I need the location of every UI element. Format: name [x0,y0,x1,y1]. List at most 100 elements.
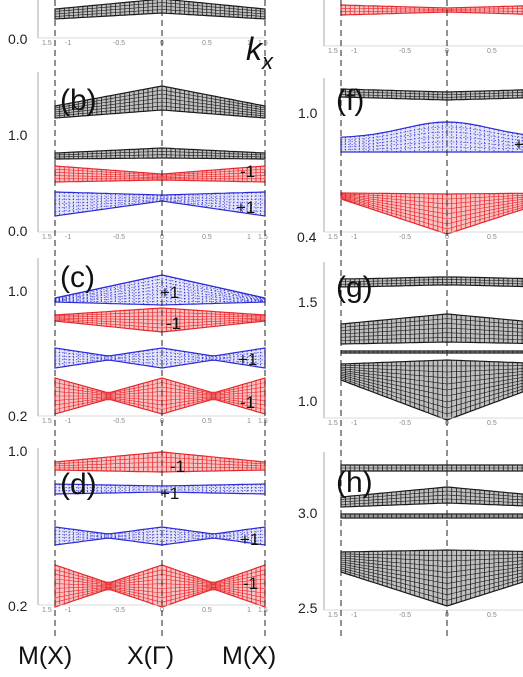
frame-c-mini-tick-1: -1 [65,418,71,425]
frame-d-mini-tick-4: 0.5 [202,607,212,614]
frame-a-mini-tick-0: 1.5 [42,40,52,47]
frame-e-mini-tick-2: -0.5 [399,48,411,55]
band-g-black-line-outline [340,350,523,354]
kpoint-label-left: M(X) [18,642,72,670]
band-c-red-bottom [54,377,266,415]
band-a-black [54,0,266,20]
band-f-blue [340,121,523,153]
frame-g-mini-tick-0: 1.5 [328,420,338,427]
kx-axis-label: kx [246,31,274,74]
frame-f-mini-tick-3: 0 [445,234,449,241]
band-h-black-line [340,513,523,519]
frame-a-mini-tick-5: 1 [247,40,251,47]
frame-b-mini-tick-4: 0.5 [202,234,212,241]
band-b-blue [54,191,266,217]
band-f-black [340,88,523,101]
annotation-c-plus1-top: +1 [160,283,179,302]
frame-b-mini-tick-2: -0.5 [113,234,125,241]
panel-h-label: (h) [336,466,373,499]
band-g-black-bottom-outline [340,359,523,421]
kpoint-label-center: X(Γ) [127,642,174,670]
frame-a: 1.5-1-0.500.511.5 [37,0,268,47]
frame-d-mini-tick-5: 1 [247,607,251,614]
frame-a-mini-tick-2: -0.5 [113,40,125,47]
frame-h-mini-tick-0: 1.5 [328,612,338,619]
frame-f-mini-tick-1: -1 [351,234,357,241]
frame-h-mini-tick-4: 0.5 [487,612,497,619]
band-d-blue-top-grid [54,487,266,491]
guide-lines-layer [54,0,448,640]
panel-d-label: (d) [60,468,97,501]
band-f-blue-outline [340,121,523,153]
frame-h-mini-tick-1: -1 [351,612,357,619]
frame-b: 1.5 -1 -0.5 0 0.5 1 1.5 [37,72,268,241]
ytick-g-bottom: 1.0 [298,393,318,409]
panel-c-label: (c) [60,261,95,294]
band-c-red-top [54,307,266,333]
frame-c-mini-tick-6: 1.5 [258,418,268,425]
frame-c: 1.5-1-0.500.511.5 [37,258,268,425]
kpoint-label-right: M(X) [222,642,276,670]
frame-e-mini-tick-4: 0.5 [487,48,497,55]
band-g-black-mid [340,313,523,345]
panel-g-label: (g) [336,271,373,304]
frame-g-mini-tick-1: -1 [351,420,357,427]
annotation-f-plus: + [514,135,523,154]
band-g-black-top [340,276,523,288]
band-h-black-top [340,464,523,472]
ytick-h-bottom: 2.5 [298,600,318,616]
annotation-c-minus1-bottom: -1 [240,393,255,412]
panel-f-label: (f) [336,84,364,117]
frame-a-mini-tick-1: -1 [65,40,71,47]
frame-f-mini-tick-2: -0.5 [399,234,411,241]
band-c-blue-mid [54,347,266,369]
annotation-d-minus1-top: -1 [170,457,185,476]
band-g-black-line [340,350,523,354]
panel-b-label: (b) [60,84,97,117]
frame-b-mini-tick-1: -1 [65,234,71,241]
frame-g-mini-tick-2: -0.5 [399,420,411,427]
frame-a-mini-tick-6: 1.5 [258,40,268,47]
ytick-g-upper: 1.5 [298,294,318,310]
annotation-c-plus1-bottom: +1 [238,350,257,369]
frame-f-mini-tick-4: 0.5 [487,234,497,241]
frame-d-mini-tick-0: 1.5 [42,607,52,614]
band-g-black-bottom [340,359,523,421]
band-d-red-bottom [54,564,266,608]
band-c-blue-mid-outline [54,347,266,369]
kx-sub: x [261,49,274,74]
band-f-red [340,192,523,235]
ytick-b-upper: 1.0 [8,127,28,143]
band-f-red-outline [340,192,523,235]
band-c-blue-top-grid [54,278,266,302]
band-d-blue-top-hatch [54,484,266,494]
frame-e-mini-tick-0: 1.5 [328,48,338,55]
annotation-d-plus1-bottom: +1 [240,530,259,549]
frame-c-mini-tick-4: 0.5 [202,418,212,425]
band-f-blue-grid [340,126,523,150]
bands-layer [54,0,523,608]
band-d-blue-top [54,483,266,495]
ytick-f-upper: 1.0 [298,105,318,121]
frame-d-mini-tick-1: -1 [65,607,71,614]
frame-c-mini-tick-5: 1 [247,418,251,425]
frame-h-mini-tick-2: -0.5 [399,612,411,619]
frame-b-mini-tick-3: 0 [160,234,164,241]
frame-b-mini-tick-6: 1.5 [258,234,268,241]
annotation-d-plus1-top: +1 [160,484,179,503]
frame-e-mini-tick-1: -1 [351,48,357,55]
band-c-blue-mid-hatch [54,348,266,368]
frame-c-mini-tick-2: -0.5 [113,418,125,425]
annotation-b-plus1: +1 [236,198,255,217]
frame-f: 1.5-1-0.500.511.5 [323,78,523,241]
frame-b-mini-tick-0: 1.5 [42,234,52,241]
frame-d-mini-tick-2: -0.5 [113,607,125,614]
frame-g-mini-tick-4: 0.5 [487,420,497,427]
band-b-red [54,165,266,183]
band-e-red-outline [340,4,523,16]
ytick-d-top: 1.0 [8,443,28,459]
band-d-blue-mid-outline [54,526,266,546]
band-d-blue-mid [54,526,266,546]
band-h-black-bottom [340,549,523,607]
